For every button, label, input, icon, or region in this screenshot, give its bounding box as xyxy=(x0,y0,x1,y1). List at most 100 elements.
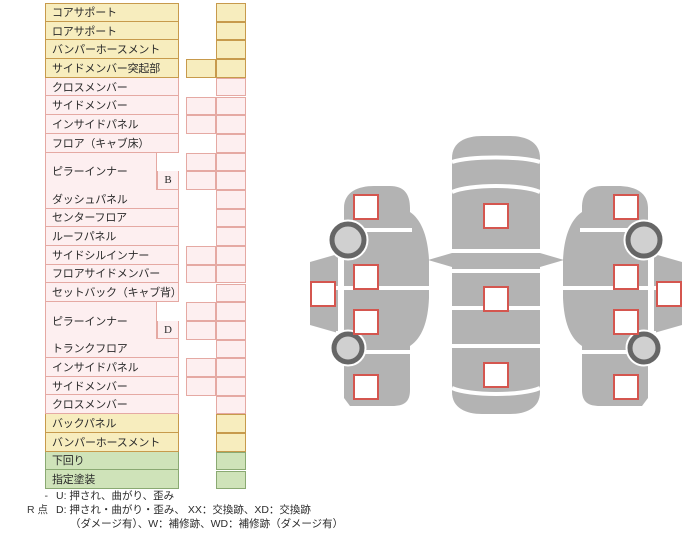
table-row[interactable]: ピラーインナーC xyxy=(45,302,260,340)
panel-name-cell: ルーフパネル xyxy=(45,227,179,246)
top-divider-7 xyxy=(451,386,541,396)
grid-cell[interactable] xyxy=(216,59,246,78)
table-row[interactable]: トランクフロア xyxy=(45,339,260,359)
panel-name-cell: フロア（キャブ床） xyxy=(45,133,179,153)
table-row[interactable]: インサイドパネル xyxy=(45,115,260,134)
top-divider-2 xyxy=(451,184,541,194)
grid-cell[interactable] xyxy=(216,451,246,471)
panel-name-cell: バンパーホースメント xyxy=(45,40,179,60)
grid-cell[interactable] xyxy=(216,96,246,116)
marker-box xyxy=(353,374,379,400)
marker-box xyxy=(353,194,379,220)
grid-cell[interactable] xyxy=(216,433,246,452)
right-front-wheel-ring xyxy=(625,221,663,259)
table-row[interactable]: ロアサポート xyxy=(45,21,260,41)
grid-cell[interactable] xyxy=(216,283,246,303)
panel-name-cell: ピラーインナー xyxy=(45,152,157,190)
grid-cell[interactable] xyxy=(216,320,246,340)
grid-cell[interactable] xyxy=(186,302,216,321)
grid-cell[interactable] xyxy=(186,320,216,340)
grid-cell[interactable] xyxy=(216,171,246,190)
vehicle-diagram-svg xyxy=(310,136,682,414)
table-row[interactable]: ルーフパネル xyxy=(45,227,260,246)
grid-cell[interactable] xyxy=(216,190,246,209)
marker-box xyxy=(483,286,509,312)
table-row[interactable]: サイドメンバー xyxy=(45,96,260,116)
table-row[interactable]: B xyxy=(45,171,260,190)
table-row[interactable]: クロスメンバー xyxy=(45,77,260,97)
grid-cell[interactable] xyxy=(186,377,216,396)
grid-cell[interactable] xyxy=(216,358,246,377)
grid-cell[interactable] xyxy=(216,3,246,22)
panel-sub-cell: D xyxy=(157,320,179,340)
panel-name-cell: ダッシュパネル xyxy=(45,189,179,209)
table-row[interactable]: D xyxy=(45,320,260,340)
table-row[interactable]: バックパネル xyxy=(45,414,260,433)
grid-cell[interactable] xyxy=(216,377,246,396)
table-row[interactable]: 指定塗装 xyxy=(45,470,260,489)
panel-name-cell: トランクフロア xyxy=(45,339,179,359)
grid-cell[interactable] xyxy=(216,395,246,415)
vehicle-diagram xyxy=(300,120,692,430)
marker-box xyxy=(483,362,509,388)
grid-cell[interactable] xyxy=(216,227,246,247)
table-row[interactable]: フロア（キャブ床） xyxy=(45,133,260,153)
top-left-mirror xyxy=(428,253,452,267)
panel-name-cell: インサイドパネル xyxy=(45,358,179,377)
grid-cell[interactable] xyxy=(186,115,216,134)
table-row[interactable]: フロアサイドメンバー xyxy=(45,264,260,284)
marker-box xyxy=(613,374,639,400)
marker-box xyxy=(613,264,639,290)
table-row[interactable]: バンパーホースメント xyxy=(45,40,260,60)
table-row[interactable]: ピラーインナーA xyxy=(45,152,260,190)
grid-cell[interactable] xyxy=(216,414,246,434)
grid-cell[interactable] xyxy=(186,96,216,116)
panel-condition-grid xyxy=(186,3,264,490)
grid-cell[interactable] xyxy=(216,208,246,228)
panel-name-cell: サイドメンバー xyxy=(45,376,179,396)
panel-name-cell: フロアサイドメンバー xyxy=(45,264,179,284)
left-side-view xyxy=(310,186,430,406)
grid-cell[interactable] xyxy=(216,246,246,265)
grid-cell[interactable] xyxy=(216,40,246,60)
table-row[interactable]: 下回り xyxy=(45,451,260,471)
grid-cell[interactable] xyxy=(186,246,216,265)
marker-box xyxy=(656,281,682,307)
legend-key-dash: - xyxy=(44,490,49,502)
grid-cell[interactable] xyxy=(186,59,216,78)
table-row[interactable]: サイドシルインナー xyxy=(45,245,260,265)
table-row[interactable]: クロスメンバー xyxy=(45,395,260,415)
panel-name-cell: サイドメンバー xyxy=(45,96,179,116)
table-row[interactable]: コアサポート xyxy=(45,3,260,22)
grid-cell[interactable] xyxy=(216,302,246,321)
grid-cell[interactable] xyxy=(186,152,216,172)
top-right-mirror xyxy=(540,253,564,267)
grid-cell[interactable] xyxy=(216,21,246,41)
marker-box xyxy=(613,194,639,220)
table-row[interactable]: サイドメンバー xyxy=(45,376,260,396)
panel-name-cell: 下回り xyxy=(45,451,179,471)
grid-cell[interactable] xyxy=(216,470,246,490)
grid-cell[interactable] xyxy=(186,171,216,190)
table-row[interactable]: バンパーホースメント xyxy=(45,432,260,452)
grid-cell[interactable] xyxy=(216,133,246,153)
grid-cell[interactable] xyxy=(216,115,246,134)
grid-cell[interactable] xyxy=(216,339,246,359)
table-row[interactable]: ダッシュパネル xyxy=(45,189,260,209)
panel-name-cell: サイドメンバー突起部 xyxy=(45,59,179,78)
legend-text-rpoint-line2: （ダメージ有）、W：補修跡、WD：補修跡（ダメージ有） xyxy=(70,518,344,530)
table-row[interactable]: センターフロア xyxy=(45,208,260,228)
legend-text-rpoint-line1: D: 押され・曲がり・歪み、 XX：交換跡、XD：交換跡 xyxy=(56,504,311,516)
table-row[interactable]: インサイドパネル xyxy=(45,358,260,377)
grid-cell[interactable] xyxy=(216,152,246,172)
table-row[interactable]: サイドメンバー突起部 xyxy=(45,59,260,78)
grid-cell[interactable] xyxy=(216,77,246,97)
table-row[interactable]: セットバック（キャブ背） xyxy=(45,283,260,302)
grid-cell[interactable] xyxy=(216,264,246,284)
grid-cell[interactable] xyxy=(186,264,216,284)
grid-cell[interactable] xyxy=(186,358,216,377)
legend: - U: 押され、曲がり、歪み R 点 D: 押され・曲がり・歪み、 XX：交換… xyxy=(14,489,434,531)
right-side-view xyxy=(562,186,682,406)
legend-text-u: U: 押され、曲がり、歪み xyxy=(56,490,175,502)
